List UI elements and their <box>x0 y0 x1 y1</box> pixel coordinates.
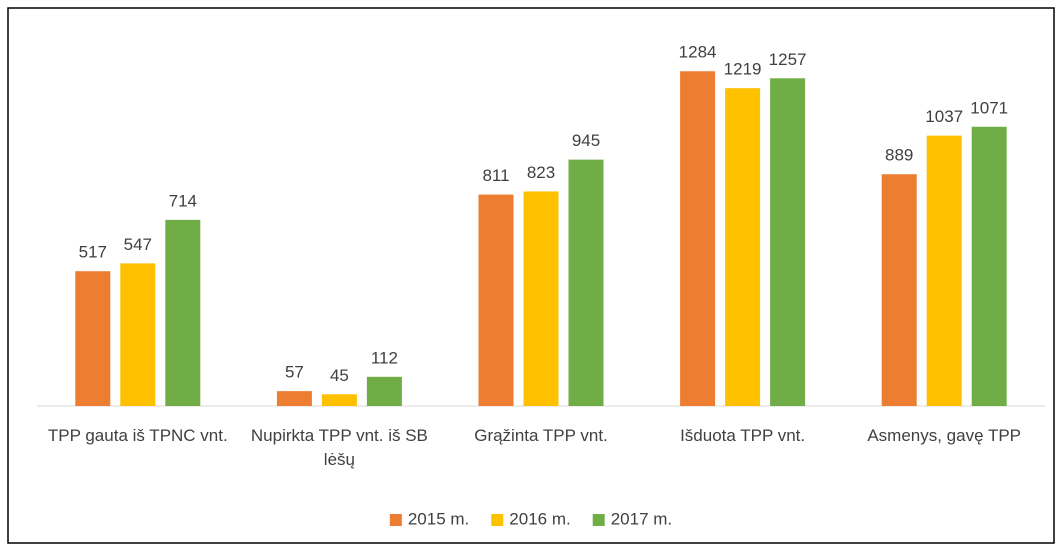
data-label: 945 <box>572 131 600 150</box>
bar <box>881 174 917 406</box>
x-tick-label: Išduota TPP vnt. <box>680 426 806 445</box>
x-tick-label: Grąžinta TPP vnt. <box>474 426 608 445</box>
data-label: 714 <box>169 191 197 210</box>
bar <box>523 191 559 406</box>
data-label: 1257 <box>769 50 807 69</box>
data-label: 517 <box>79 243 107 262</box>
data-label: 45 <box>330 366 349 385</box>
data-label: 1037 <box>925 107 963 126</box>
legend-label: 2016 m. <box>509 509 570 528</box>
data-label: 57 <box>285 363 304 382</box>
legend-label: 2017 m. <box>611 509 672 528</box>
bar <box>165 219 201 406</box>
data-label: 889 <box>885 146 913 165</box>
bar <box>478 194 514 406</box>
legend-swatch <box>592 514 605 526</box>
legend-swatch <box>491 514 504 526</box>
x-tick-label: Nupirkta TPP vnt. iš SB lėšų <box>250 426 428 469</box>
bar <box>680 71 716 406</box>
data-label: 1284 <box>679 43 717 62</box>
bar <box>725 88 761 407</box>
bar <box>770 78 806 407</box>
data-label: 112 <box>371 348 398 367</box>
bar <box>321 394 357 406</box>
data-label: 1219 <box>724 60 762 79</box>
bar <box>568 159 604 406</box>
bar <box>971 126 1007 407</box>
bar <box>926 135 962 406</box>
bar <box>366 376 402 406</box>
data-label: 547 <box>124 235 152 254</box>
bar <box>276 391 312 406</box>
x-tick-label: TPP gauta iš TPNC vnt. <box>47 426 228 445</box>
data-label: 1071 <box>970 98 1008 117</box>
data-label: 811 <box>482 166 509 185</box>
x-tick-label: Asmenys, gavę TPP <box>867 426 1022 445</box>
bar <box>120 263 156 406</box>
legend-swatch <box>389 514 402 526</box>
legend-label: 2015 m. <box>408 509 469 528</box>
bar <box>75 271 111 406</box>
data-label: 823 <box>527 163 555 182</box>
